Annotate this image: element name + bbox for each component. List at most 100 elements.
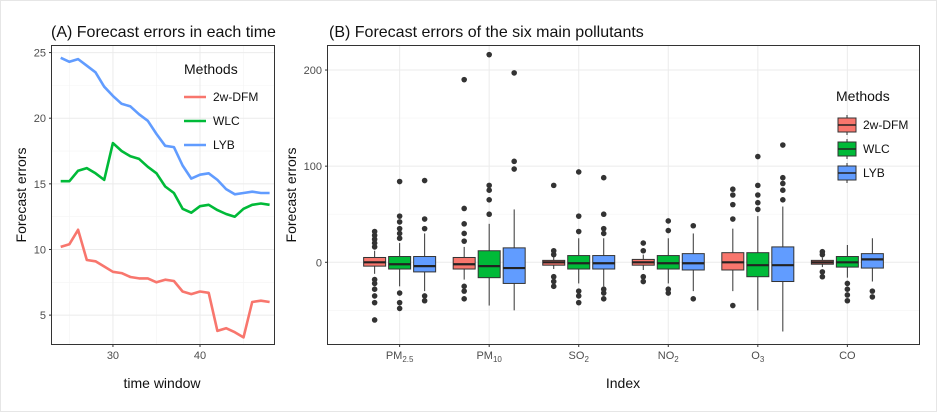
outlier-point bbox=[486, 197, 492, 203]
box-wlc-no2 bbox=[656, 218, 680, 296]
outlier-point bbox=[421, 293, 428, 299]
y-tick-label: 10 bbox=[34, 244, 46, 256]
outlier-point bbox=[819, 248, 826, 255]
box-wlc-pm10 bbox=[477, 51, 501, 306]
legend-label: LYB bbox=[863, 166, 885, 180]
y-tick-label: 15 bbox=[34, 179, 46, 191]
outlier-point bbox=[396, 290, 403, 296]
outlier-point bbox=[819, 273, 826, 280]
outlier-point bbox=[730, 302, 736, 309]
box-wlc-so2 bbox=[567, 169, 591, 306]
outlier-point bbox=[396, 213, 403, 219]
outlier-point bbox=[371, 240, 378, 246]
box-lyb-pm10 bbox=[502, 70, 526, 311]
outlier-point bbox=[461, 238, 467, 244]
legend-key-wlc bbox=[837, 139, 857, 159]
x-tick-label: PM10 bbox=[476, 350, 502, 364]
outlier-point bbox=[690, 222, 697, 229]
x-tick-label: O3 bbox=[751, 350, 765, 364]
outlier-point bbox=[371, 280, 378, 287]
outlier-point bbox=[550, 251, 557, 258]
outlier-point bbox=[550, 278, 557, 285]
legend-title: Methods bbox=[836, 88, 890, 104]
outlier-point bbox=[575, 213, 582, 219]
outlier-point bbox=[461, 296, 467, 302]
outlier-point bbox=[730, 201, 736, 208]
outlier-point bbox=[396, 219, 403, 225]
box-body bbox=[413, 256, 437, 273]
box-body bbox=[860, 253, 884, 269]
outlier-point bbox=[755, 199, 761, 206]
x-tick-label: NO2 bbox=[658, 350, 680, 364]
outlier-point bbox=[461, 205, 467, 212]
legend-label: WLC bbox=[863, 142, 890, 156]
outlier-point bbox=[690, 296, 697, 302]
outlier-point bbox=[421, 216, 428, 222]
panel-a-x-axis-title: time window bbox=[123, 375, 201, 391]
legend-key-2w-dfm bbox=[837, 115, 857, 135]
outlier-point bbox=[550, 283, 557, 290]
outlier-point bbox=[844, 292, 851, 298]
outlier-point bbox=[421, 177, 428, 184]
outlier-point bbox=[755, 153, 761, 160]
x-tick-label: PM2.5 bbox=[386, 350, 414, 364]
x-tick-label: SO2 bbox=[569, 350, 590, 364]
y-tick-label: 25 bbox=[34, 48, 46, 60]
outlier-point bbox=[511, 166, 517, 172]
box-body bbox=[477, 250, 501, 279]
outlier-point bbox=[844, 297, 851, 304]
outlier-point bbox=[486, 51, 492, 58]
panel-a: (A) Forecast errors in each time w 5 10 15… bbox=[13, 24, 278, 391]
outlier-point bbox=[550, 182, 557, 189]
panel-b-ticks: 0 100 200 PM2.5 PM10 SO2 NO2 O3 CO bbox=[304, 65, 856, 364]
outlier-point bbox=[844, 280, 851, 287]
y-tick-label: 0 bbox=[316, 257, 322, 269]
series-line-lyb bbox=[60, 56, 270, 196]
panel-b-title: (B) Forecast errors of the six main poll… bbox=[329, 24, 644, 41]
box-lyb-so2 bbox=[592, 174, 616, 302]
outlier-point bbox=[600, 174, 607, 181]
outlier-point bbox=[844, 286, 851, 293]
y-tick-label: 200 bbox=[304, 65, 322, 77]
panel-b-boxes bbox=[363, 51, 884, 332]
x-tick-label: 30 bbox=[107, 350, 119, 362]
outlier-point bbox=[461, 76, 467, 83]
outlier-point bbox=[780, 180, 786, 187]
outlier-point bbox=[396, 178, 403, 185]
outlier-point bbox=[755, 206, 761, 213]
outlier-point bbox=[371, 293, 378, 299]
legend-label: LYB bbox=[213, 138, 235, 152]
panel-a-series bbox=[60, 56, 270, 339]
outlier-point bbox=[755, 192, 761, 198]
outlier-point bbox=[575, 288, 582, 294]
box-wlc-pm2.5 bbox=[388, 178, 412, 312]
panel-b-plot-area bbox=[327, 45, 920, 345]
box-body bbox=[681, 253, 705, 271]
y-tick-label: 100 bbox=[304, 161, 322, 173]
legend-key-lyb bbox=[837, 163, 857, 183]
outlier-point bbox=[640, 273, 647, 280]
outlier-point bbox=[600, 230, 607, 237]
outlier-point bbox=[371, 286, 378, 293]
outlier-point bbox=[600, 286, 607, 293]
box-lyb-o3 bbox=[771, 142, 795, 332]
box-2w-dfm-so2 bbox=[542, 182, 566, 290]
box-2w-dfm-co bbox=[810, 248, 834, 280]
box-body bbox=[502, 247, 526, 284]
outlier-point bbox=[396, 299, 403, 306]
legend-label: 2w-DFM bbox=[213, 90, 258, 104]
outlier-point bbox=[461, 283, 467, 290]
box-lyb-pm2.5 bbox=[413, 177, 437, 304]
box-2w-dfm-pm2.5 bbox=[363, 228, 387, 323]
outlier-point bbox=[371, 276, 378, 283]
outlier-point bbox=[371, 317, 378, 323]
box-wlc-o3 bbox=[746, 153, 770, 311]
panel-a-ticks: 5 10 15 20 25 30 40 bbox=[34, 48, 206, 362]
panel-a-grid bbox=[52, 46, 274, 344]
legend-label: 2w-DFM bbox=[863, 118, 908, 132]
y-tick-label: 5 bbox=[40, 310, 46, 322]
outlier-point bbox=[600, 290, 607, 296]
outlier-point bbox=[486, 187, 492, 193]
outlier-point bbox=[371, 299, 378, 306]
box-lyb-no2 bbox=[681, 222, 705, 302]
